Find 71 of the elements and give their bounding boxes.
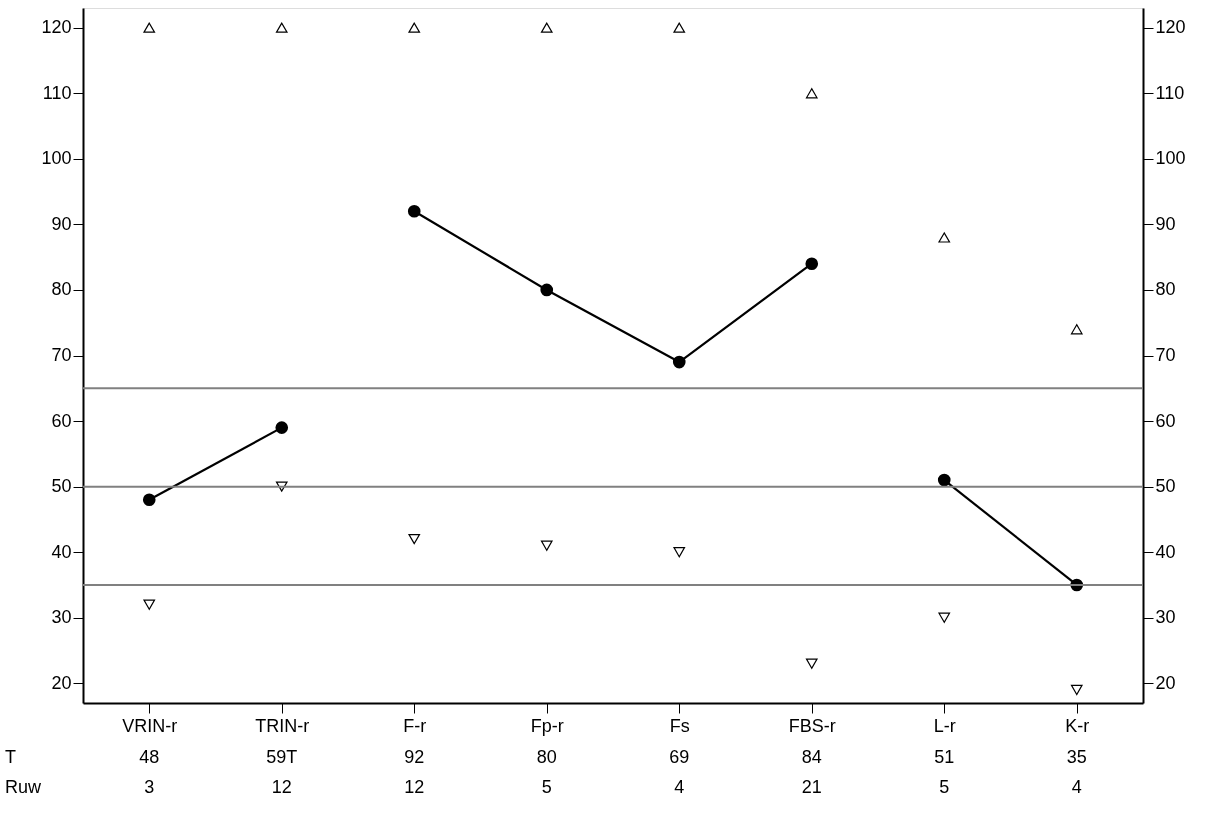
text: 3 (144, 777, 155, 797)
text: 92 (404, 747, 425, 767)
x-tick-label: F-r (403, 715, 427, 736)
point (805, 88, 818, 99)
text: 5 (541, 777, 552, 797)
text: 12 (271, 777, 292, 797)
text: T (5, 747, 16, 767)
point (540, 283, 554, 297)
text: 5 (939, 777, 950, 797)
x-tick-label: L-r (933, 715, 956, 736)
point (408, 22, 421, 33)
y2-tick-label: 40 (1155, 541, 1176, 562)
text: 35 (1066, 747, 1087, 767)
point (540, 540, 553, 551)
y2-tick-label: 70 (1155, 345, 1176, 365)
y-tick-label: 110 (42, 82, 72, 103)
y-tick-label: 100 (41, 148, 72, 169)
text: 69 (669, 747, 690, 767)
text: 59T (266, 747, 298, 767)
y2-tick-label: 20 (1155, 672, 1176, 693)
y-tick-label: 120 (41, 17, 72, 38)
x-tick-label: K-r (1065, 715, 1090, 736)
x-tick-label: TRIN-r (255, 715, 310, 736)
point (673, 547, 686, 558)
y-tick-label: 20 (51, 672, 72, 693)
point (143, 22, 156, 33)
point (540, 22, 553, 33)
y-tick-label: 80 (51, 279, 72, 300)
y2-tick-label: 30 (1155, 607, 1176, 628)
text: 48 (139, 747, 160, 767)
x-tick-label: VRIN-r (122, 715, 178, 736)
point (142, 493, 156, 507)
y-tick-label: 90 (51, 213, 72, 234)
y2-tick-label: 120 (1155, 17, 1186, 38)
y2-tick-label: 100 (1155, 148, 1186, 169)
point (275, 22, 288, 33)
point (275, 421, 289, 434)
y2-tick-label: 90 (1155, 213, 1176, 234)
text: 80 (536, 747, 557, 767)
x-tick-label: Fp-r (530, 715, 564, 736)
y-tick-label: 30 (51, 607, 72, 628)
point (407, 204, 421, 218)
point (805, 658, 818, 669)
point (938, 232, 951, 243)
x-tick-label: Fs (669, 715, 690, 736)
point (1070, 324, 1083, 335)
text: 4 (1071, 777, 1082, 797)
y-tick-label: 60 (51, 410, 72, 431)
point (275, 481, 288, 492)
point (938, 612, 951, 623)
point (408, 533, 421, 545)
text: Ruw (5, 777, 43, 797)
text: 84 (801, 747, 822, 767)
y-tick-label: 40 (51, 541, 72, 562)
point (1070, 684, 1083, 696)
text: 21 (801, 777, 822, 797)
y2-tick-label: 110 (1155, 82, 1185, 103)
text: 12 (404, 777, 425, 797)
point (672, 355, 686, 369)
point (805, 257, 819, 271)
text: 4 (674, 777, 685, 797)
point (143, 599, 156, 610)
text: 51 (934, 747, 955, 767)
y-tick-label: 70 (51, 345, 72, 365)
x-tick-label: FBS-r (788, 715, 836, 736)
y2-tick-label: 80 (1155, 279, 1176, 300)
y-tick-label: 50 (51, 476, 72, 497)
point (937, 473, 951, 487)
point (673, 22, 686, 33)
y2-tick-label: 60 (1155, 410, 1176, 431)
y2-tick-label: 50 (1155, 476, 1176, 497)
